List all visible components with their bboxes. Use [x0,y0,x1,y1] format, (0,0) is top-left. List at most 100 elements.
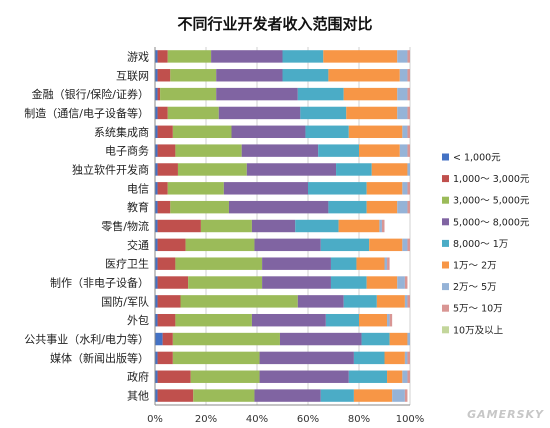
bar-segment [157,370,191,383]
bar-segment [155,370,158,383]
category-label: 教育 [127,200,149,214]
bar-segment [170,200,229,214]
bar-segment [190,370,260,383]
bar-segment [404,389,408,402]
category-label: 外包 [127,314,149,327]
bar-segment [155,50,158,63]
bar-segment [170,69,217,82]
bar-segment [223,182,308,195]
category-label: 零售/物流 [101,219,149,233]
bar-segment [305,125,349,139]
x-tick-label: 20% [195,414,217,425]
bars [155,50,410,402]
bar-segment [330,276,367,289]
x-tick-label: 0% [147,414,163,425]
bar-segment [157,351,173,365]
bar-segment [172,332,280,346]
bar-segment [338,219,380,233]
bar-segment [155,125,158,139]
x-tick-labels: 0% 20% 40% 60% 80% 100% [147,414,424,425]
bar-segment [167,182,224,195]
bar-segment [241,144,319,157]
bar-segment [346,106,398,120]
bar-segment [387,313,390,327]
category-label: 电子商务 [105,144,149,158]
category-label: 制作（非电子设备） [50,276,149,290]
bar-segment [157,389,194,402]
bar-segment [167,106,219,120]
bar-segment [157,69,171,82]
bar-segment [361,332,390,346]
bar-segment [392,389,405,402]
bar-segment [155,295,158,308]
category-label: 互联网 [116,69,149,82]
bar-segment [185,238,255,252]
bar-segment [387,370,403,383]
bar-segment [155,219,158,233]
legend-swatch [442,326,449,334]
bar-segment [369,238,403,252]
bar-segment [404,351,408,365]
bar-segment [336,163,372,176]
bar-segment [295,219,339,233]
legend-label: 1,000～ 3,000元 [453,174,530,185]
category-label: 政府 [127,370,149,384]
bar-segment [180,295,298,308]
bar-segment [407,144,410,157]
category-label: 交通 [127,238,149,252]
bar-segment [155,87,158,101]
bar-segment [177,163,247,176]
bar-segment [155,106,158,120]
bar-segment [155,163,158,176]
bar-segment [254,238,321,252]
bar-segment [323,50,398,63]
bar-segment [155,182,158,195]
bar-segment [366,182,403,195]
bar-segment [155,257,158,270]
bar-segment [407,106,410,120]
category-label: 公共事业（水利/电力等） [24,332,149,346]
bar-segment [155,144,158,157]
x-tick-label: 80% [348,414,370,425]
chart-title: 不同行业开发者收入范围对比 [177,15,372,33]
bar-segment [407,125,410,139]
bar-segment [157,200,171,214]
bar-segment [211,50,283,63]
category-label: 系统集成商 [94,125,149,139]
category-label: 国防/军队 [101,294,149,308]
bar-segment [282,50,324,63]
bar-segment [404,276,408,289]
bar-segment [397,50,408,63]
bar-segment [259,370,349,383]
bar-segment [157,313,176,327]
bar-segment [407,238,410,252]
bar-segment [404,295,408,308]
x-tick-label: 60% [297,414,319,425]
bar-segment [320,238,370,252]
category-label: 金融（银行/保险/证券） [32,87,149,101]
bar-segment [387,257,390,270]
legend-swatch [442,196,449,204]
legend: < 1,000元 1,000～ 3,000元 3,000～ 5,000元 5,000～… [442,153,530,336]
bar-segment [359,144,400,157]
bar-segment [397,200,408,214]
category-label: 媒体（新闻出版等） [50,351,149,365]
bar-segment [155,389,158,402]
bar-segment [259,351,354,365]
bar-segment [318,144,359,157]
legend-label: < 1,000元 [453,153,501,164]
bar-segment [353,351,385,365]
bar-segment [320,389,354,402]
legend-swatch [442,304,449,312]
bar-segment [366,276,398,289]
bar-segment [399,144,408,157]
legend-label: 2万～ 5万 [453,282,497,293]
bar-segment [157,182,168,195]
bar-segment [402,182,408,195]
bar-segment [216,69,283,82]
bar-segment [157,295,181,308]
legend-swatch [442,218,449,226]
watermark-text: GAMERSKY [467,408,544,421]
bar-segment [157,276,189,289]
bar-segment [407,351,410,365]
